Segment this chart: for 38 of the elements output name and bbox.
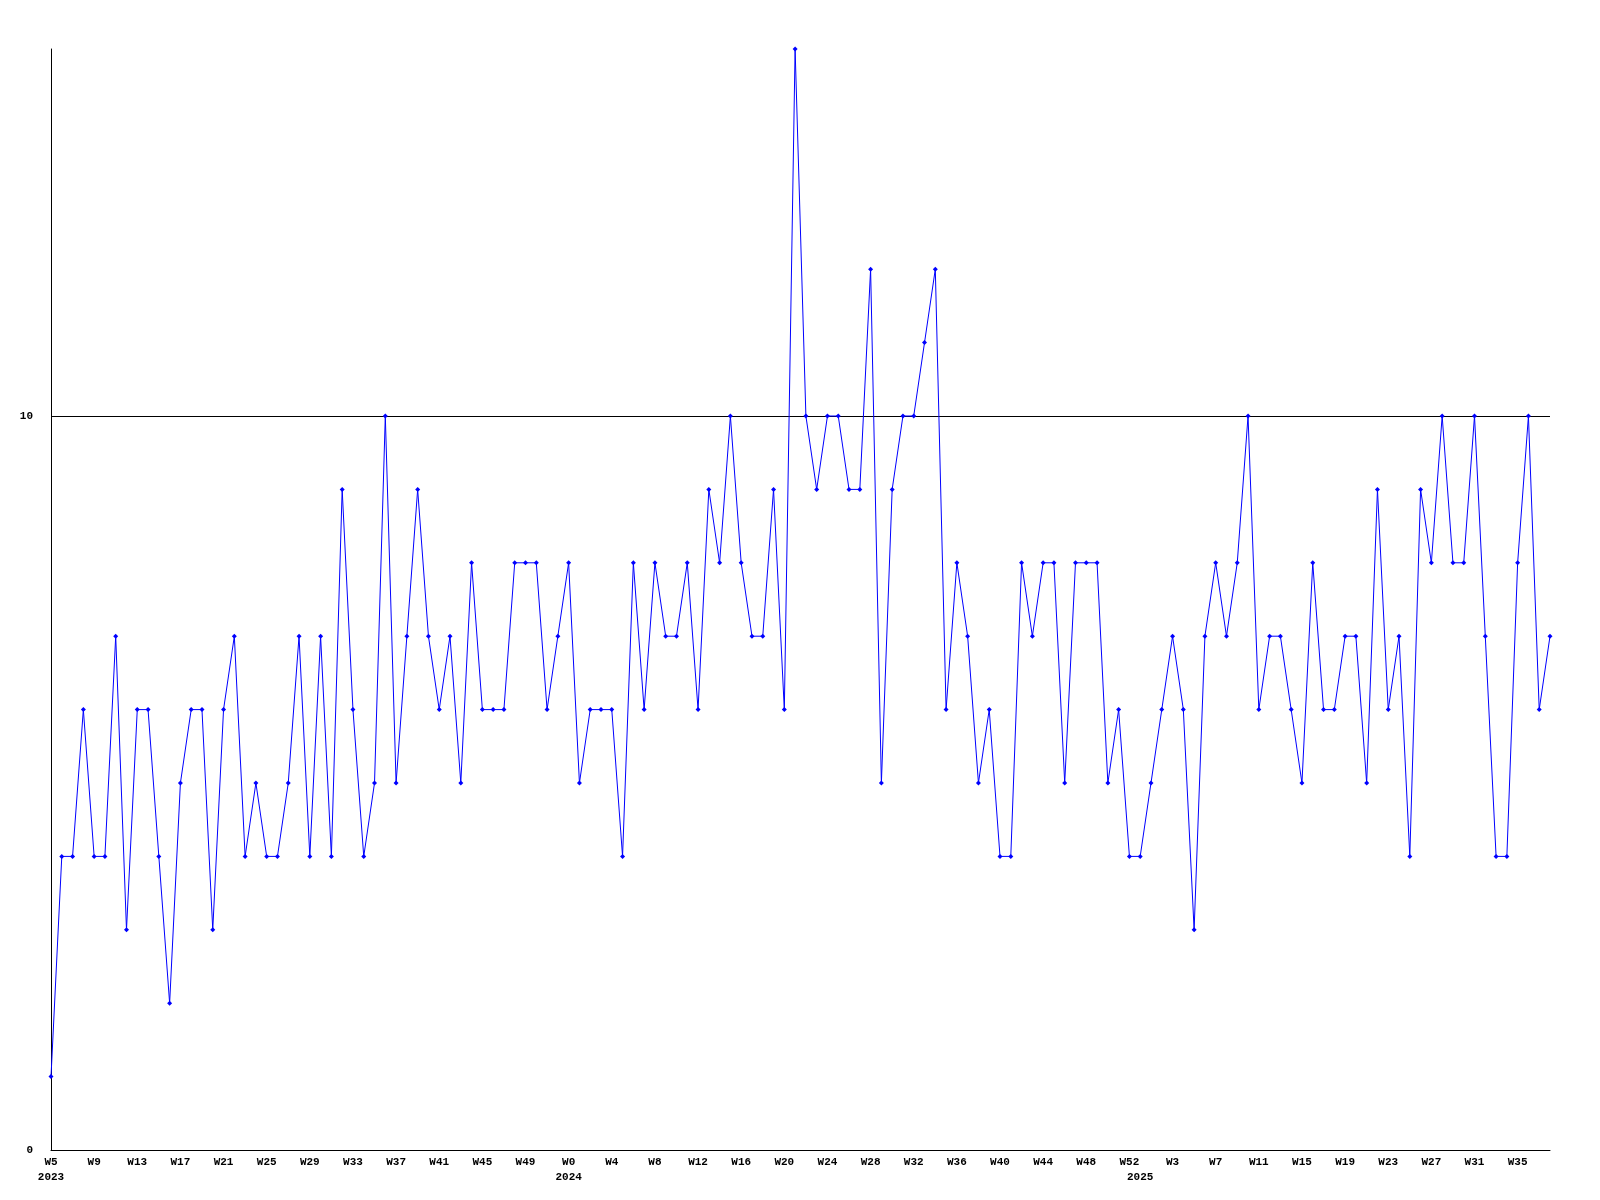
- x-tick-label: W12: [688, 1155, 708, 1168]
- x-tick-label: W33: [343, 1155, 364, 1168]
- x-tick-label: W40: [990, 1155, 1010, 1168]
- x-tick-label: W16: [731, 1155, 752, 1168]
- x-tick-label: W13: [127, 1155, 148, 1168]
- x-tick-label: W5 2023: [37, 1155, 65, 1183]
- x-tick-label: W35: [1507, 1155, 1528, 1168]
- x-tick-label: W45: [472, 1155, 493, 1168]
- x-tick-label: W4: [605, 1155, 619, 1168]
- x-tick-label: W7: [1209, 1155, 1223, 1168]
- x-tick-label: W48: [1076, 1155, 1097, 1168]
- x-tick-label: W9: [87, 1155, 101, 1168]
- x-tick-label: W23: [1378, 1155, 1399, 1168]
- x-tick-label: W37: [386, 1155, 406, 1168]
- x-tick-label: W36: [946, 1155, 967, 1168]
- x-tick-label: W28: [860, 1155, 881, 1168]
- x-tick-label: W17: [170, 1155, 191, 1168]
- x-tick-label: W0 2024: [555, 1155, 583, 1183]
- x-tick-label: W21: [213, 1155, 234, 1168]
- x-tick-label: 2025: [1127, 1170, 1154, 1183]
- x-tick-label: W49: [515, 1155, 536, 1168]
- x-tick-label: W8: [648, 1155, 662, 1168]
- y-tick-label: 10: [19, 410, 33, 422]
- x-tick-label: W19: [1335, 1155, 1356, 1168]
- x-tick-label: W31: [1464, 1155, 1485, 1168]
- x-tick-label: W52: [1119, 1155, 1140, 1168]
- y-tick-label: 0: [26, 1144, 33, 1156]
- x-tick-label: W44: [1033, 1155, 1054, 1168]
- x-tick-label: W32: [903, 1155, 924, 1168]
- x-tick-label: W11: [1248, 1155, 1270, 1168]
- x-tick-label: W24: [817, 1155, 838, 1168]
- x-tick-label: W29: [299, 1155, 320, 1168]
- x-tick-label: W20: [774, 1155, 795, 1168]
- x-tick-label: W41: [429, 1155, 450, 1168]
- x-tick-label: W3: [1165, 1155, 1180, 1168]
- x-tick-label: W25: [256, 1155, 277, 1168]
- x-tick-label: W15: [1292, 1155, 1313, 1168]
- x-tick-label: W27: [1421, 1155, 1442, 1168]
